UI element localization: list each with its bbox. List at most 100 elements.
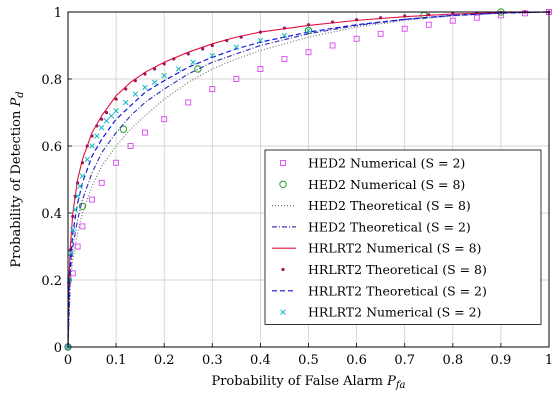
data-point bbox=[194, 65, 202, 73]
legend: HED2 Numerical (S = 2) HED2 Numerical (S … bbox=[264, 149, 542, 325]
y-tick-label: 0 bbox=[54, 341, 62, 356]
data-point bbox=[258, 30, 262, 34]
data-point bbox=[76, 181, 80, 185]
legend-entry: HRLRT2 Theoretical (S = 2) bbox=[272, 283, 487, 298]
data-point bbox=[201, 47, 205, 51]
data-point bbox=[119, 125, 128, 133]
data-point bbox=[132, 91, 139, 97]
data-point bbox=[425, 21, 432, 28]
series-line bbox=[67, 11, 550, 348]
data-point bbox=[143, 72, 147, 76]
legend-swatch bbox=[280, 160, 286, 166]
x-tick-label: 0.6 bbox=[346, 353, 367, 368]
data-point bbox=[473, 14, 480, 21]
data-point bbox=[122, 99, 129, 106]
series-8 bbox=[65, 27, 312, 350]
data-point bbox=[73, 194, 77, 198]
data-point bbox=[94, 133, 100, 139]
data-point bbox=[74, 193, 81, 200]
data-point bbox=[305, 49, 312, 56]
data-point bbox=[142, 84, 148, 91]
data-point bbox=[84, 156, 90, 163]
data-point bbox=[152, 67, 157, 71]
series-4 bbox=[67, 11, 550, 348]
data-point bbox=[113, 108, 119, 114]
legend-swatch bbox=[280, 309, 286, 315]
legend-label: HRLRT2 Numerical (S = 2) bbox=[308, 305, 481, 320]
data-point bbox=[77, 183, 83, 189]
x-tick-label: 0.5 bbox=[298, 353, 319, 368]
legend-swatch bbox=[279, 180, 287, 189]
data-point bbox=[403, 14, 407, 18]
x-tick-label: 0.3 bbox=[202, 353, 223, 368]
data-point bbox=[85, 144, 89, 148]
data-point bbox=[449, 17, 456, 24]
data-point bbox=[124, 87, 128, 91]
legend-label: HRLRT2 Numerical (S = 8) bbox=[308, 241, 481, 256]
data-point bbox=[80, 161, 85, 165]
data-point bbox=[257, 37, 264, 44]
legend-entry: HED2 Numerical (S = 8) bbox=[279, 177, 465, 192]
data-point bbox=[79, 173, 86, 179]
data-point bbox=[379, 16, 383, 20]
legend-entry: HRLRT2 Numerical (S = 2) bbox=[280, 305, 481, 320]
data-point bbox=[281, 55, 288, 62]
data-point bbox=[71, 214, 75, 218]
data-point bbox=[108, 113, 115, 119]
legend-label: HED2 Numerical (S = 2) bbox=[308, 156, 465, 171]
legend-entry: HED2 Theoretical (S = 8) bbox=[272, 198, 471, 213]
data-point bbox=[127, 143, 134, 149]
data-point bbox=[133, 79, 137, 83]
data-point bbox=[330, 20, 335, 24]
data-point bbox=[306, 23, 311, 27]
data-point bbox=[98, 179, 105, 186]
data-point bbox=[104, 110, 109, 115]
legend-entry: HRLRT2 Theoretical (S = 8) bbox=[281, 262, 487, 277]
data-point bbox=[427, 13, 431, 17]
series-line bbox=[67, 11, 550, 348]
legend-box bbox=[264, 149, 542, 325]
data-point bbox=[209, 52, 216, 59]
data-point bbox=[172, 57, 176, 61]
legend-swatch bbox=[281, 267, 285, 272]
data-point bbox=[89, 196, 96, 203]
data-point bbox=[329, 42, 336, 49]
y-tick-label: 1 bbox=[54, 6, 62, 21]
data-point bbox=[74, 243, 81, 250]
x-tick-label: 1 bbox=[545, 353, 553, 368]
data-point bbox=[103, 118, 110, 124]
legend-entry: HRLRT2 Numerical (S = 8) bbox=[272, 241, 481, 256]
legend-label: HED2 Theoretical (S = 2) bbox=[308, 219, 471, 234]
data-point bbox=[353, 35, 360, 42]
legend-label: HRLRT2 Theoretical (S = 2) bbox=[308, 283, 487, 298]
x-tick-label: 0 bbox=[64, 353, 72, 368]
data-point bbox=[72, 206, 78, 213]
x-tick-label: 0.2 bbox=[154, 353, 175, 368]
data-point bbox=[161, 72, 167, 79]
data-point bbox=[113, 159, 120, 166]
data-point bbox=[257, 65, 264, 72]
series-7 bbox=[67, 11, 550, 348]
data-point bbox=[70, 226, 76, 233]
x-axis-label: Probability of False Alarm Pfa bbox=[211, 374, 405, 391]
data-point bbox=[210, 43, 214, 48]
legend-label: HED2 Theoretical (S = 8) bbox=[308, 198, 471, 213]
ticks: 0 0.1 0.2 0.3 0.4 0.5 0.6 0.7 0.8 0.9 1 0 0.2 0.4 0.6 0… bbox=[41, 6, 553, 368]
data-point bbox=[114, 97, 118, 101]
data-point bbox=[186, 52, 190, 56]
legend-entry: HED2 Numerical (S = 2) bbox=[280, 156, 465, 171]
data-point bbox=[68, 250, 74, 256]
data-point bbox=[209, 86, 216, 93]
data-point bbox=[79, 223, 86, 230]
y-tick-label: 0.4 bbox=[41, 207, 62, 222]
x-tick-label: 0.8 bbox=[442, 353, 463, 368]
x-tick-label: 0.7 bbox=[394, 353, 415, 368]
data-point bbox=[225, 38, 229, 43]
data-point bbox=[90, 134, 94, 138]
data-point bbox=[401, 25, 408, 32]
data-point bbox=[377, 30, 384, 37]
data-point bbox=[98, 124, 105, 131]
legend-label: HRLRT2 Theoretical (S = 8) bbox=[308, 262, 487, 277]
data-point bbox=[161, 116, 168, 123]
